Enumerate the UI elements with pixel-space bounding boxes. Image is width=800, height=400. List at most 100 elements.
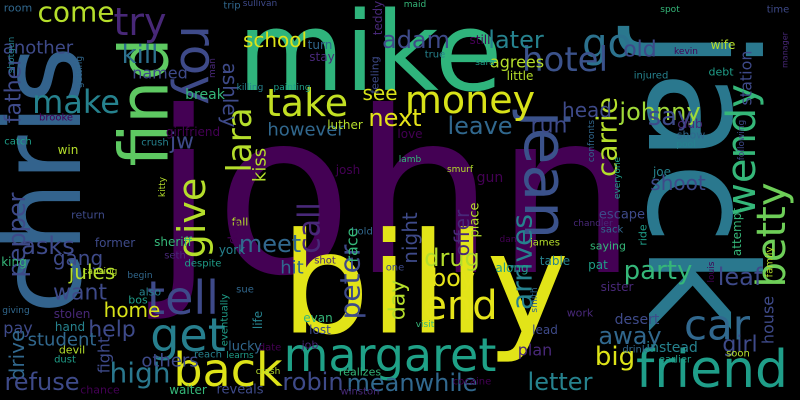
- cloud-word: arrives: [506, 214, 539, 310]
- cloud-word: another: [3, 38, 74, 59]
- cloud-word: gang: [53, 246, 103, 270]
- cloud-word: kill: [122, 40, 159, 70]
- cloud-word: sue: [236, 285, 254, 296]
- cloud-word: lead: [532, 323, 558, 337]
- cloud-word: give: [170, 178, 214, 259]
- cloud-word: dust: [54, 355, 76, 366]
- cloud-word: wife: [711, 38, 736, 52]
- cloud-word: offer: [450, 209, 474, 256]
- cloud-word: drive: [5, 330, 29, 381]
- cloud-word: following: [737, 120, 747, 160]
- cloud-word: old: [623, 38, 657, 63]
- cloud-word: johnny: [618, 98, 700, 126]
- cloud-word: big: [595, 342, 635, 372]
- cloud-word: earlier: [659, 355, 692, 366]
- cloud-word: family: [765, 246, 776, 277]
- cloud-word: pepper: [3, 192, 31, 277]
- cloud-word: james: [529, 238, 560, 249]
- cloud-word: school: [243, 28, 307, 52]
- cloud-word: high: [109, 357, 170, 390]
- cloud-word: everyone: [613, 156, 623, 199]
- cloud-word: father: [2, 56, 27, 123]
- cloud-word: carrie: [591, 97, 624, 177]
- cloud-word: meet: [239, 230, 301, 258]
- cloud-word: despite: [185, 259, 222, 270]
- cloud-word: smurf: [447, 165, 474, 175]
- cloud-word: crash: [256, 367, 281, 377]
- cloud-word: teddy: [371, 1, 385, 35]
- cloud-word: spot: [660, 5, 680, 15]
- cloud-word: house: [759, 296, 778, 344]
- cloud-word: seth: [164, 251, 186, 262]
- cloud-word: luther: [327, 118, 363, 132]
- cloud-word: stay: [309, 50, 334, 64]
- cloud-word: end: [422, 283, 497, 329]
- cloud-word: mike: [237, 0, 502, 116]
- cloud-word: car: [684, 301, 751, 350]
- cloud-word: dan: [500, 235, 517, 245]
- cloud-word: gun: [477, 170, 504, 186]
- cloud-word: help: [88, 318, 136, 343]
- cloud-word: away: [598, 322, 661, 350]
- cloud-word: debt: [708, 66, 734, 79]
- cloud-word: kiss: [250, 148, 271, 182]
- cloud-word: come: [37, 0, 114, 29]
- cloud-word: next: [368, 104, 421, 132]
- cloud-word: sheriff: [154, 235, 193, 249]
- cloud-word: shotgun: [7, 37, 17, 74]
- cloud-word: along: [495, 261, 528, 275]
- cloud-word: leave: [447, 112, 512, 140]
- cloud-word: instead: [646, 340, 698, 356]
- cloud-word: hold: [351, 227, 373, 238]
- cloud-word: king: [1, 255, 27, 269]
- cloud-word: eventually: [220, 294, 231, 347]
- cloud-word: still: [470, 33, 491, 47]
- cloud-word: hit: [280, 258, 303, 279]
- cloud-word: plan: [518, 341, 553, 360]
- cloud-word: find: [106, 37, 185, 166]
- cloud-word: back: [173, 343, 283, 397]
- cloud-word: make: [32, 83, 120, 121]
- cloud-word: time: [767, 5, 790, 16]
- cloud-word: crush: [141, 138, 169, 149]
- cloud-word: table: [540, 254, 570, 268]
- cloud-word: visit: [416, 320, 435, 330]
- cloud-word: race: [343, 227, 362, 262]
- cloud-word: girlfriend: [166, 125, 220, 139]
- cloud-word: others: [141, 351, 198, 372]
- cloud-word: show: [677, 129, 705, 142]
- cloud-word: get: [150, 308, 226, 362]
- cloud-word: chris: [0, 46, 107, 314]
- cloud-word: evan: [303, 311, 332, 325]
- cloud-word: win: [58, 143, 79, 157]
- cloud-word: margaret: [284, 328, 497, 382]
- cloud-word: named: [132, 64, 188, 83]
- cloud-word: sullivan: [243, 0, 277, 9]
- cloud-word: jack: [613, 26, 787, 332]
- cloud-word: peter: [334, 244, 367, 319]
- cloud-word: break: [185, 87, 226, 103]
- cloud-word: letter: [528, 368, 593, 396]
- cloud-word: betty: [749, 182, 795, 287]
- cloud-word: chance: [80, 384, 120, 397]
- cloud-word: want: [53, 281, 107, 306]
- cloud-word: say: [648, 102, 693, 132]
- cloud-word: lamb: [399, 155, 422, 165]
- cloud-word: friend: [636, 340, 788, 400]
- cloud-word: begin: [127, 271, 152, 281]
- cloud-word: sara: [475, 58, 494, 68]
- cloud-word: day: [386, 280, 411, 320]
- cloud-word: home: [104, 298, 161, 322]
- cloud-word: kitty: [158, 176, 168, 197]
- cloud-word: escape: [599, 208, 645, 223]
- cloud-word: money: [405, 78, 535, 122]
- cloud-word: smith: [530, 287, 540, 312]
- cloud-word: one: [386, 263, 405, 274]
- cloud-word: station: [737, 50, 756, 105]
- cloud-word: also: [139, 286, 162, 299]
- cloud-word: little: [507, 69, 534, 83]
- cloud-word: turn: [308, 38, 333, 52]
- cloud-word: date: [259, 343, 282, 354]
